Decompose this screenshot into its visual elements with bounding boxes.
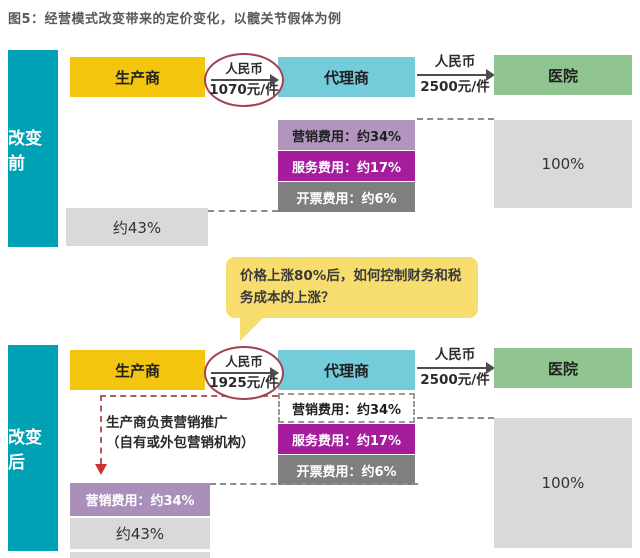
after-side-bar: 改变后 [8,345,58,551]
arrow-right-icon [486,361,495,374]
arrow-line [211,73,279,86]
after-producer-box: 生产商 [70,350,205,390]
before-producer-box: 生产商 [70,57,205,97]
price-currency: 人民币 [225,354,263,369]
arrow-line [417,68,495,81]
dashed-connector [208,210,278,212]
after-hospital-share: 100% [494,418,632,548]
before-side-label: 改变前 [8,128,42,174]
dashed-connector [417,417,494,419]
arrow-line [211,366,279,379]
after-producer-note: 生产商负责营销推广 （自有或外包营销机构） [106,413,255,454]
price-value: 2500元/件 [420,371,490,388]
bubble-tail [240,315,266,341]
price-currency: 人民币 [225,61,263,76]
price-value: 2500元/件 [420,78,490,95]
before-price-ellipse: 人民币 1070元/件 [204,53,284,107]
figure-title: 图5：经营模式改变带来的定价变化，以髋关节假体为例 [8,12,342,27]
price-currency: 人民币 [434,347,476,363]
arrow-down-icon [95,464,107,475]
after-producer-share: 约43% [70,518,210,549]
before-hospital-box: 医院 [494,55,632,95]
note-line-1: 生产商负责营销推广 [106,415,228,431]
dashed-connector [210,483,418,485]
after-hospital-box: 医院 [494,348,632,388]
arrow-right-icon [270,366,279,379]
before-agent-hospital-arrow: 人民币 2500元/件 [416,54,495,95]
before-agent-box: 代理商 [278,57,415,97]
after-producer-marketing-cost: 营销费用：约34% [70,483,210,516]
before-hospital-share: 100% [494,120,632,208]
after-price-ellipse: 人民币 1925元/件 [204,346,284,400]
before-producer-share: 约43% [66,208,208,246]
before-cost-marketing: 营销费用：约34% [278,120,415,150]
after-side-label: 改变后 [8,428,42,473]
price-value: 1925元/件 [209,374,279,391]
note-dashed-left [100,395,102,464]
dashed-connector [417,118,494,120]
after-agent-hospital-arrow: 人民币 2500元/件 [416,347,495,388]
price-value: 1070元/件 [209,81,279,98]
before-side-bar: 改变前 [8,50,58,247]
before-cost-invoice: 开票费用：约6% [278,182,415,212]
note-line-2: （自有或外包营销机构） [106,435,255,452]
arrow-line [417,361,495,374]
question-bubble: 价格上涨80%后，如何控制财务和税务成本的上涨？ [226,257,478,319]
before-cost-service: 服务费用：约17% [278,151,415,181]
cropped-box-sliver [70,552,210,558]
after-cost-service: 服务费用：约17% [278,424,415,454]
after-cost-invoice: 开票费用：约6% [278,455,415,485]
price-currency: 人民币 [434,54,476,70]
arrow-right-icon [486,68,495,81]
note-dashed-top [100,395,278,397]
arrow-right-icon [270,73,279,86]
after-cost-marketing: 营销费用：约34% [278,393,415,423]
after-agent-box: 代理商 [278,350,415,390]
